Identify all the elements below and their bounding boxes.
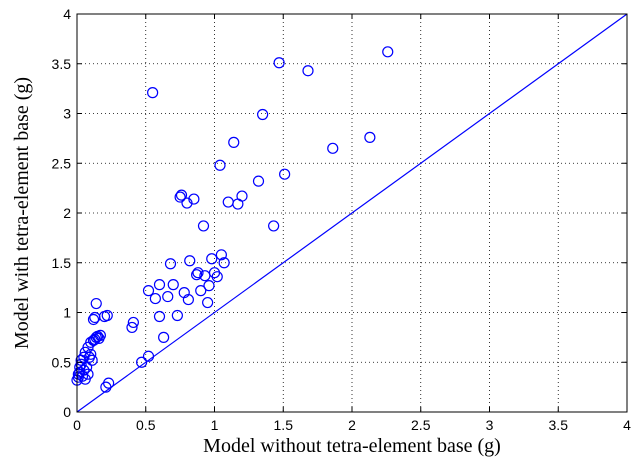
data-point xyxy=(191,269,203,281)
data-point xyxy=(252,175,265,187)
data-point xyxy=(192,267,204,279)
data-point xyxy=(142,350,155,362)
data-point xyxy=(86,354,98,366)
data-point xyxy=(101,309,113,322)
y-tick-label: 1.5 xyxy=(52,255,72,271)
data-point xyxy=(126,321,138,334)
x-tick-label: 2.5 xyxy=(411,417,431,433)
y-tick-label: 4 xyxy=(63,6,71,22)
data-points xyxy=(71,46,394,393)
data-point xyxy=(162,290,174,303)
data-point xyxy=(85,348,97,360)
x-tick-label: 3 xyxy=(486,417,494,433)
data-point xyxy=(184,255,196,267)
data-point xyxy=(195,285,207,297)
x-tick-label: 1 xyxy=(211,417,219,433)
x-tick-label: 3.5 xyxy=(549,417,569,433)
data-point xyxy=(279,168,291,180)
data-point xyxy=(153,279,166,291)
data-point xyxy=(202,296,214,309)
x-tick-label: 0 xyxy=(73,417,81,433)
y-tick-label: 1 xyxy=(63,305,71,321)
data-point xyxy=(382,46,394,58)
x-tick-label: 4 xyxy=(623,417,631,433)
axis-ticks: 0 0.5 1 1.5 2 2.5 3 3.5 4 0 0.5 1 1.5 2 2.5 3 3.5 4 xyxy=(52,6,632,433)
data-point xyxy=(87,313,100,326)
data-point xyxy=(203,280,215,292)
data-point xyxy=(127,316,139,329)
data-point xyxy=(218,257,230,269)
data-point xyxy=(211,271,223,283)
x-tick-label: 1.5 xyxy=(274,417,294,433)
data-point xyxy=(197,220,210,232)
data-point xyxy=(215,249,227,261)
data-point xyxy=(222,196,234,208)
data-point xyxy=(364,131,376,143)
y-tick-label: 2.5 xyxy=(52,155,72,171)
reference-line xyxy=(76,13,628,413)
y-tick-label: 0.5 xyxy=(52,354,72,370)
x-tick-label: 2 xyxy=(348,417,356,433)
data-point xyxy=(81,361,93,373)
data-point xyxy=(206,253,218,265)
data-point xyxy=(149,292,161,305)
y-axis-label: Model with tetra-element base (g) xyxy=(11,77,33,349)
reference-line-group xyxy=(76,13,628,413)
data-point xyxy=(302,65,314,77)
data-point xyxy=(268,220,280,232)
data-point xyxy=(75,358,87,370)
data-point xyxy=(228,136,240,148)
data-point xyxy=(82,368,94,380)
y-tick-label: 3.5 xyxy=(52,56,72,72)
x-axis-label: Model without tetra-element base (g) xyxy=(203,435,501,457)
data-point xyxy=(94,329,106,341)
data-point xyxy=(90,297,102,310)
data-point xyxy=(182,293,194,306)
y-tick-label: 3 xyxy=(63,106,71,122)
data-point xyxy=(236,190,248,202)
data-point xyxy=(171,309,183,322)
data-point xyxy=(214,159,226,171)
y-tick-label: 2 xyxy=(63,205,71,221)
data-point xyxy=(167,279,179,291)
data-point xyxy=(142,285,155,297)
data-point xyxy=(136,356,148,368)
data-point xyxy=(273,57,285,69)
data-point xyxy=(164,258,177,270)
data-point xyxy=(188,193,200,205)
data-point xyxy=(78,364,90,376)
data-point xyxy=(257,108,269,121)
data-point xyxy=(147,87,159,99)
y-tick-label: 0 xyxy=(63,404,71,420)
data-point xyxy=(175,189,188,201)
data-point xyxy=(174,191,186,203)
data-point xyxy=(327,142,339,154)
data-point xyxy=(158,331,170,343)
data-point xyxy=(153,310,166,323)
x-tick-label: 0.5 xyxy=(136,417,156,433)
data-point xyxy=(181,197,193,209)
data-point xyxy=(103,377,115,389)
